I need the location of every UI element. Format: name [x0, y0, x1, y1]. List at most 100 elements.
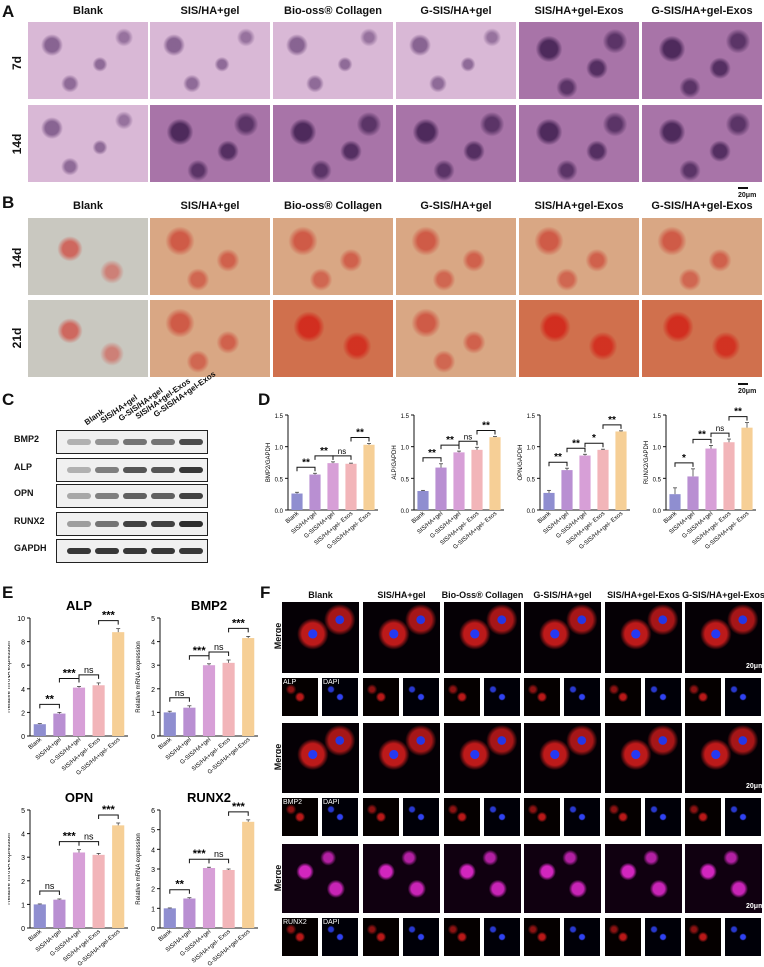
protein-band — [123, 548, 147, 554]
significance-label: *** — [63, 831, 77, 843]
panel-a-scale-bar: 20μm — [738, 185, 764, 199]
bar-chart: 0.00.51.01.5OPN/GAPDHBlankSIS/HA+gelG-SI… — [518, 414, 630, 551]
merge-image — [443, 601, 522, 674]
bar — [489, 437, 501, 510]
significance-label: ns — [214, 849, 224, 859]
merge-image — [362, 601, 441, 674]
bar — [471, 449, 483, 510]
dapi-channel-image — [321, 797, 359, 837]
significance-bracket — [422, 457, 442, 462]
panel-label-b: B — [2, 193, 15, 212]
micrograph-tile — [273, 22, 393, 99]
significance-label: ** — [554, 452, 562, 463]
y-tick-label: 1.0 — [401, 446, 410, 452]
bar — [615, 431, 627, 510]
merge-image — [684, 843, 763, 914]
significance-bracket — [602, 424, 622, 429]
bar — [33, 724, 46, 736]
bar — [92, 854, 105, 928]
bar — [183, 707, 196, 736]
marker-channel-image — [523, 917, 561, 957]
micrograph-tile — [642, 22, 762, 99]
blot-strip — [56, 539, 208, 563]
significance-label: ** — [428, 448, 436, 459]
significance-label: *** — [63, 667, 77, 679]
micrograph-tile — [28, 22, 148, 99]
bar — [417, 491, 429, 510]
dapi-channel-image — [402, 917, 440, 957]
chart-title: OPN — [65, 790, 93, 805]
protein-band — [151, 521, 175, 527]
column-header: G-SIS/HA+gel-Exos — [651, 5, 753, 17]
protein-band — [151, 548, 175, 554]
y-tick-label: 1 — [151, 710, 155, 717]
significance-label: ** — [698, 429, 706, 440]
significance-bracket — [78, 674, 100, 679]
merge-image — [443, 843, 522, 914]
y-tick-label: 1.5 — [275, 414, 284, 420]
dapi-channel-image — [483, 797, 521, 837]
bar — [222, 662, 235, 736]
significance-label: ** — [320, 446, 328, 457]
bar — [183, 898, 196, 928]
micrograph-tile — [642, 105, 762, 182]
protein-band — [151, 467, 175, 473]
y-tick-label: 0.0 — [401, 509, 410, 515]
significance-label: ns — [338, 447, 346, 456]
merge-image — [281, 843, 360, 914]
y-axis-label: Relative mRNA expression — [136, 641, 142, 712]
micrograph-tile — [519, 218, 639, 295]
bar — [112, 632, 125, 736]
column-header: Blank — [73, 5, 103, 17]
micrograph-tile — [28, 105, 148, 182]
y-axis-label: Relative mRNA expression — [8, 833, 12, 904]
blot-strip — [56, 458, 208, 482]
marker-channel-image — [281, 797, 319, 837]
protein-label: ALP — [14, 462, 32, 472]
significance-label: *** — [232, 801, 246, 813]
significance-label: ** — [45, 693, 54, 705]
bar — [309, 474, 321, 510]
merge-image — [281, 722, 360, 794]
y-tick-label: 0 — [21, 734, 25, 741]
column-header: SIS/HA+gel — [180, 200, 240, 212]
micrograph-tile — [273, 300, 393, 377]
significance-bracket — [584, 442, 604, 448]
marker-channel-image — [443, 677, 481, 717]
protein-band — [95, 493, 119, 499]
scale-bar: 20μm — [746, 903, 764, 910]
bar-chart: 0.00.51.01.5RUNX2/GAPDHBlankSIS/HA+gelG-… — [644, 407, 756, 551]
protein-label: GAPDH — [14, 543, 47, 553]
y-axis-label: Relative mRNA expression — [8, 641, 12, 712]
micrograph-tile — [28, 300, 148, 377]
y-tick-label: 4 — [151, 847, 155, 854]
dapi-channel-image — [563, 797, 601, 837]
column-header: SIS/HA+gel — [377, 590, 426, 600]
micrograph-tile — [519, 22, 639, 99]
protein-band — [151, 493, 175, 499]
merge-image — [362, 843, 441, 914]
bar — [242, 638, 255, 736]
bar — [72, 687, 86, 736]
y-tick-label: 0.0 — [653, 509, 662, 515]
column-header: Bio-Oss® Collagen — [441, 590, 524, 600]
merge-image — [362, 722, 441, 794]
protein-band — [123, 467, 147, 473]
protein-band — [67, 521, 91, 527]
bar-chart: 0 1 2 3 4 5 6 Relative mRNA expression RUNX2 Blan… — [136, 790, 258, 967]
protein-band — [67, 439, 91, 445]
merge-image — [523, 601, 602, 674]
x-tick-label: Blank — [28, 928, 44, 943]
bar-chart: 0.00.51.01.5BMP2/GAPDHBlankSIS/HA+gelG-S… — [266, 414, 378, 551]
y-tick-label: 1.0 — [653, 446, 662, 452]
panel-b-scale-bar: 20μm — [738, 381, 764, 395]
significance-label: ** — [572, 438, 580, 449]
merge-image — [684, 722, 763, 794]
scale-bar: 20μm — [746, 663, 764, 670]
merge-image — [523, 843, 602, 914]
x-tick-label: Blank — [158, 736, 174, 751]
significance-bracket — [208, 858, 230, 864]
y-tick-label: 1.5 — [653, 414, 662, 420]
column-header: G-SIS/HA+gel — [420, 5, 492, 17]
